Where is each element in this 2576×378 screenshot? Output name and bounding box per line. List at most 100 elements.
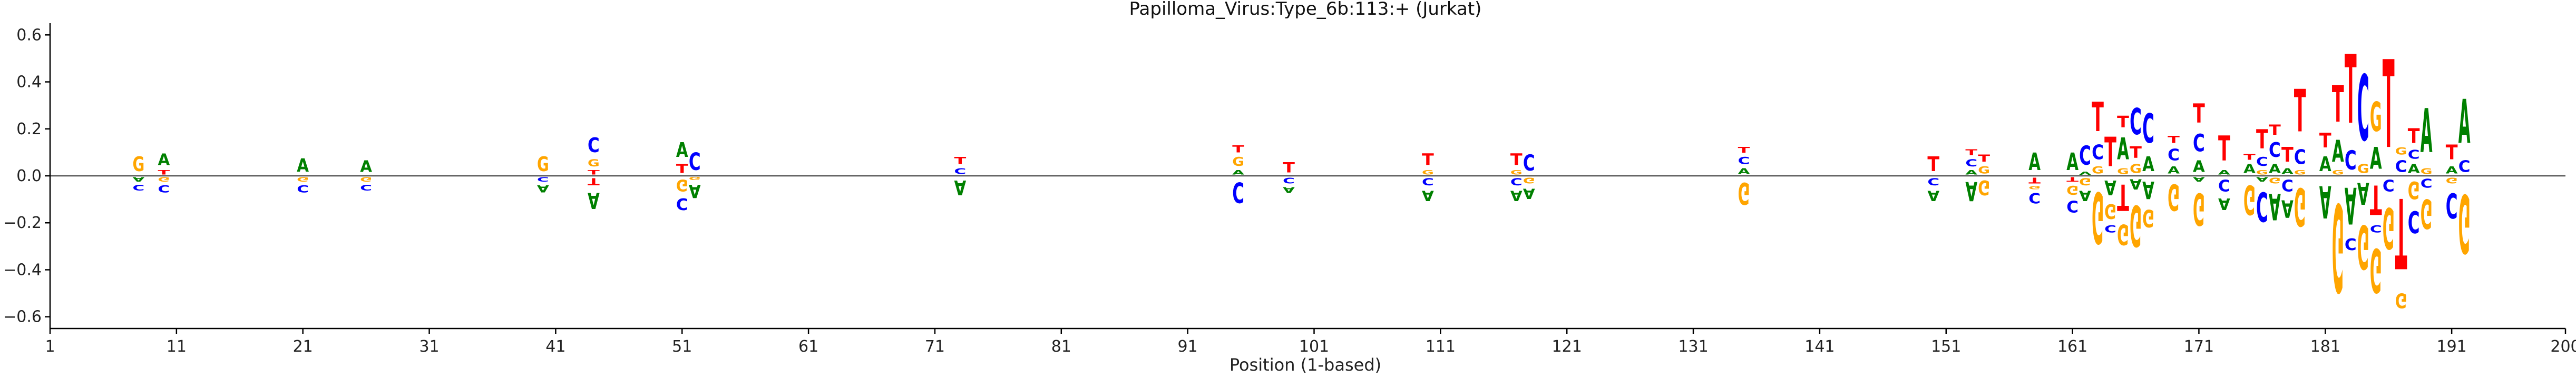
x-tick-label: 81 <box>1051 337 1071 356</box>
logo-letter-a: A <box>2269 163 2281 176</box>
logo-letter-t: T <box>2092 94 2104 141</box>
logo-letter-c: C <box>2281 175 2294 194</box>
logo-letter-c: C <box>133 183 145 192</box>
x-axis-ticks: 1 11 21 31 41 51 61 71 81 91 101 111 121 131 141 151 161… <box>45 329 2576 356</box>
logo-letter-g: G <box>1978 164 1990 176</box>
logo-letter-g: G <box>1422 169 1434 176</box>
logo-letter-g: G <box>676 176 688 195</box>
logo-letter-c: C <box>2294 146 2306 169</box>
logo-letter-c: C <box>297 183 309 194</box>
logo-letter-c: C <box>2383 175 2395 194</box>
logo-letter-t: T <box>954 155 967 167</box>
logo-letter-t: T <box>2395 175 2407 287</box>
logo-letter-a: A <box>2345 176 2357 234</box>
x-tick-label: 121 <box>1552 337 1582 356</box>
logo-letter-a: A <box>2421 96 2433 166</box>
logo-letter-t: T <box>2028 176 2041 185</box>
logo-letters: GACTAGCAGCAGCGCATGCTATAGCCGACTAAGTCTCAGT… <box>133 35 2471 315</box>
logo-letter-t: T <box>1510 150 1523 169</box>
x-tick-label: 171 <box>2184 337 2214 356</box>
logo-letter-a: A <box>2142 175 2154 204</box>
y-tick-label: −0.2 <box>3 214 42 232</box>
logo-letter-c: C <box>2421 176 2433 190</box>
logo-letter-a: A <box>588 187 600 214</box>
logo-letter-g: G <box>2130 192 2142 257</box>
logo-letter-g: G <box>2028 185 2041 190</box>
logo-letter-t: T <box>2383 35 2395 175</box>
logo-letter-a: A <box>2256 176 2269 183</box>
logo-letter-c: C <box>1523 150 1535 176</box>
logo-letter-g: G <box>2332 176 2344 315</box>
logo-letter-a: A <box>2218 194 2231 213</box>
logo-letter-t: T <box>1738 146 1750 155</box>
x-tick-label: 21 <box>293 337 313 356</box>
logo-letter-g: G <box>2269 176 2281 185</box>
logo-letter-t: T <box>2130 143 2142 162</box>
logo-letter-t: T <box>1978 153 1990 164</box>
logo-letter-c: C <box>2130 101 2142 143</box>
logo-letter-c: C <box>954 166 967 176</box>
logo-letter-a: A <box>2357 176 2369 211</box>
logo-letter-t: T <box>2332 75 2344 134</box>
logo-letter-a: A <box>2408 163 2420 176</box>
y-tick-label: 0.4 <box>16 73 42 92</box>
x-tick-label: 181 <box>2310 337 2340 356</box>
logo-letter-g: G <box>1523 176 1535 185</box>
logo-letter-a: A <box>1232 169 1245 176</box>
logo-letter-t: T <box>2168 134 2180 146</box>
logo-letter-g: G <box>2256 169 2268 176</box>
logo-letter-a: A <box>689 181 701 202</box>
x-tick-label: 41 <box>545 337 565 356</box>
logo-letter-t: T <box>2066 176 2079 183</box>
y-axis-ticks: −0.6 −0.4 −0.2 0.0 0.2 0.4 0.6 <box>3 26 50 326</box>
logo-letter-g: G <box>133 152 145 176</box>
x-tick-label: 91 <box>1178 337 1198 356</box>
logo-letter-a: A <box>1965 169 1978 176</box>
logo-letter-c: C <box>2168 146 2180 165</box>
logo-letter-c: C <box>2193 130 2205 157</box>
x-tick-label: 71 <box>925 337 945 356</box>
logo-letter-g: G <box>2243 176 2256 223</box>
logo-letter-a: A <box>133 176 145 183</box>
logo-letter-a: A <box>1510 187 1523 204</box>
logo-letter-g: G <box>2357 162 2369 176</box>
logo-letter-g: G <box>2408 176 2420 204</box>
logo-letter-g: G <box>2370 94 2382 141</box>
logo-letter-c: C <box>1422 175 1434 187</box>
logo-letter-g: G <box>2370 235 2382 305</box>
logo-letter-c: C <box>2395 157 2407 176</box>
logo-letter-a: A <box>2218 169 2231 176</box>
logo-letter-g: G <box>2142 204 2154 232</box>
logo-letter-g: G <box>2458 176 2471 270</box>
logo-letter-c: C <box>689 148 701 176</box>
logo-letter-a: A <box>2028 148 2041 176</box>
logo-letter-t: T <box>1965 148 1977 157</box>
y-tick-label: −0.6 <box>3 308 42 326</box>
logo-letter-c: C <box>2408 148 2420 162</box>
logo-letter-a: A <box>2066 148 2079 176</box>
y-tick-label: 0.6 <box>16 26 42 44</box>
logo-letter-c: C <box>2092 142 2104 165</box>
logo-letter-c: C <box>2370 223 2382 234</box>
logo-letter-g: G <box>2092 164 2104 176</box>
logo-letter-c: C <box>2408 204 2420 240</box>
logo-letter-a: A <box>360 157 373 176</box>
logo-letter-t: T <box>2218 130 2230 169</box>
logo-letter-c: C <box>2345 146 2357 176</box>
logo-letter-g: G <box>1232 155 1244 169</box>
logo-letter-g: G <box>1978 176 1990 200</box>
logo-letter-t: T <box>2256 124 2268 154</box>
logo-letter-g: G <box>297 176 309 183</box>
logo-letter-g: G <box>2066 183 2079 197</box>
logo-letter-g: G <box>2079 176 2091 187</box>
logo-letter-g: G <box>1738 176 1750 211</box>
logo-letter-a: A <box>1927 187 1939 204</box>
logo-letter-a: A <box>2319 153 2331 176</box>
logo-letter-t: T <box>1283 160 1295 176</box>
logo-letter-c: C <box>2142 105 2154 152</box>
x-tick-label: 11 <box>167 337 187 356</box>
logo-letter-g: G <box>360 176 372 183</box>
y-tick-label: 0.0 <box>16 167 42 185</box>
logo-letter-g: G <box>2117 167 2129 176</box>
logo-letter-t: T <box>2319 130 2331 153</box>
